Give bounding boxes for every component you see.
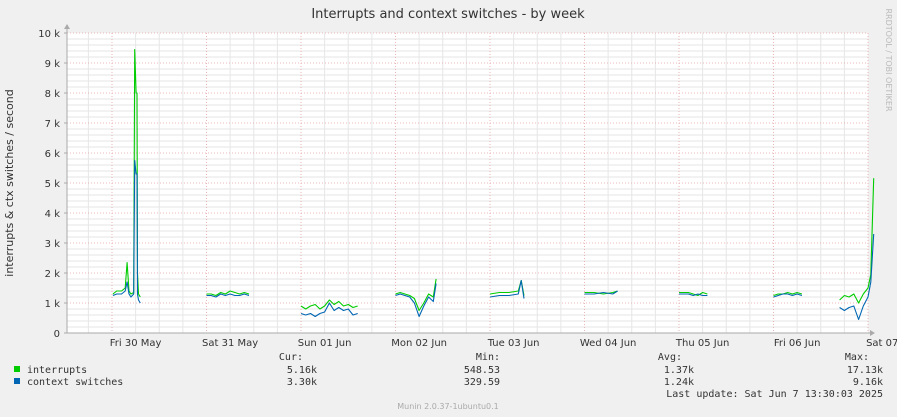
x-tick-label: Sat 07 Jun [866,338,897,349]
y-tick-label: 10 k [38,29,60,40]
x-tick-labels: Fri 30 May Sat 31 May Sun 01 Jun Mon 02 Jun… [110,338,897,349]
x-tick-label: Thu 05 Jun [675,338,730,349]
y-tick-label: 6 k [45,149,61,160]
legend-header-cur: Cur: [279,352,303,363]
legend-max-interrupts: 17.13k [847,365,883,376]
x-tick-label: Fri 06 Jun [774,338,821,349]
y-tick-label: 4 k [45,209,61,220]
legend-max-context-switches: 9.16k [853,377,883,388]
legend-min-interrupts: 548.53 [464,365,500,376]
legend-avg-interrupts: 1.37k [664,365,694,376]
x-tick-label: Sun 01 Jun [298,338,352,349]
legend-label-interrupts: interrupts [27,365,87,376]
y-tick-label: 2 k [45,269,61,280]
legend-header-avg: Avg: [658,352,682,363]
legend-swatch-context-switches [14,378,20,384]
x-tick-label: Mon 02 Jun [391,338,447,349]
legend-label-context-switches: context switches [27,377,123,388]
y-tick-label: 7 k [45,119,61,130]
x-tick-label: Tue 03 Jun [487,338,540,349]
rrdtool-credit: RRDTOOL / TOBI OETIKER [884,8,893,111]
y-axis-label: interrupts & ctx switches / second [3,89,16,276]
legend-avg-context-switches: 1.24k [664,377,694,388]
y-tick-label: 1 k [45,299,61,310]
y-tick-label: 3 k [45,239,61,250]
x-tick-label: Wed 04 Jun [580,338,637,349]
x-tick-label: Fri 30 May [110,338,162,349]
chart-title: Interrupts and context switches - by wee… [311,7,585,22]
legend-header-max: Max: [845,352,869,363]
legend-min-context-switches: 329.59 [464,377,500,388]
legend-cur-context-switches: 3.30k [287,377,317,388]
legend-cur-interrupts: 5.16k [287,365,317,376]
legend-swatch-interrupts [14,366,20,372]
last-update: Last update: Sat Jun 7 13:30:03 2025 [666,389,883,400]
x-tick-label: Sat 31 May [202,338,258,349]
y-tick-label: 5 k [45,179,61,190]
munin-version-footer: Munin 2.0.37-1ubuntu0.1 [397,402,499,411]
y-tick-label: 0 [54,329,60,340]
legend-header-min: Min: [476,352,500,363]
y-tick-label: 8 k [45,89,61,100]
y-tick-label: 9 k [45,59,61,70]
